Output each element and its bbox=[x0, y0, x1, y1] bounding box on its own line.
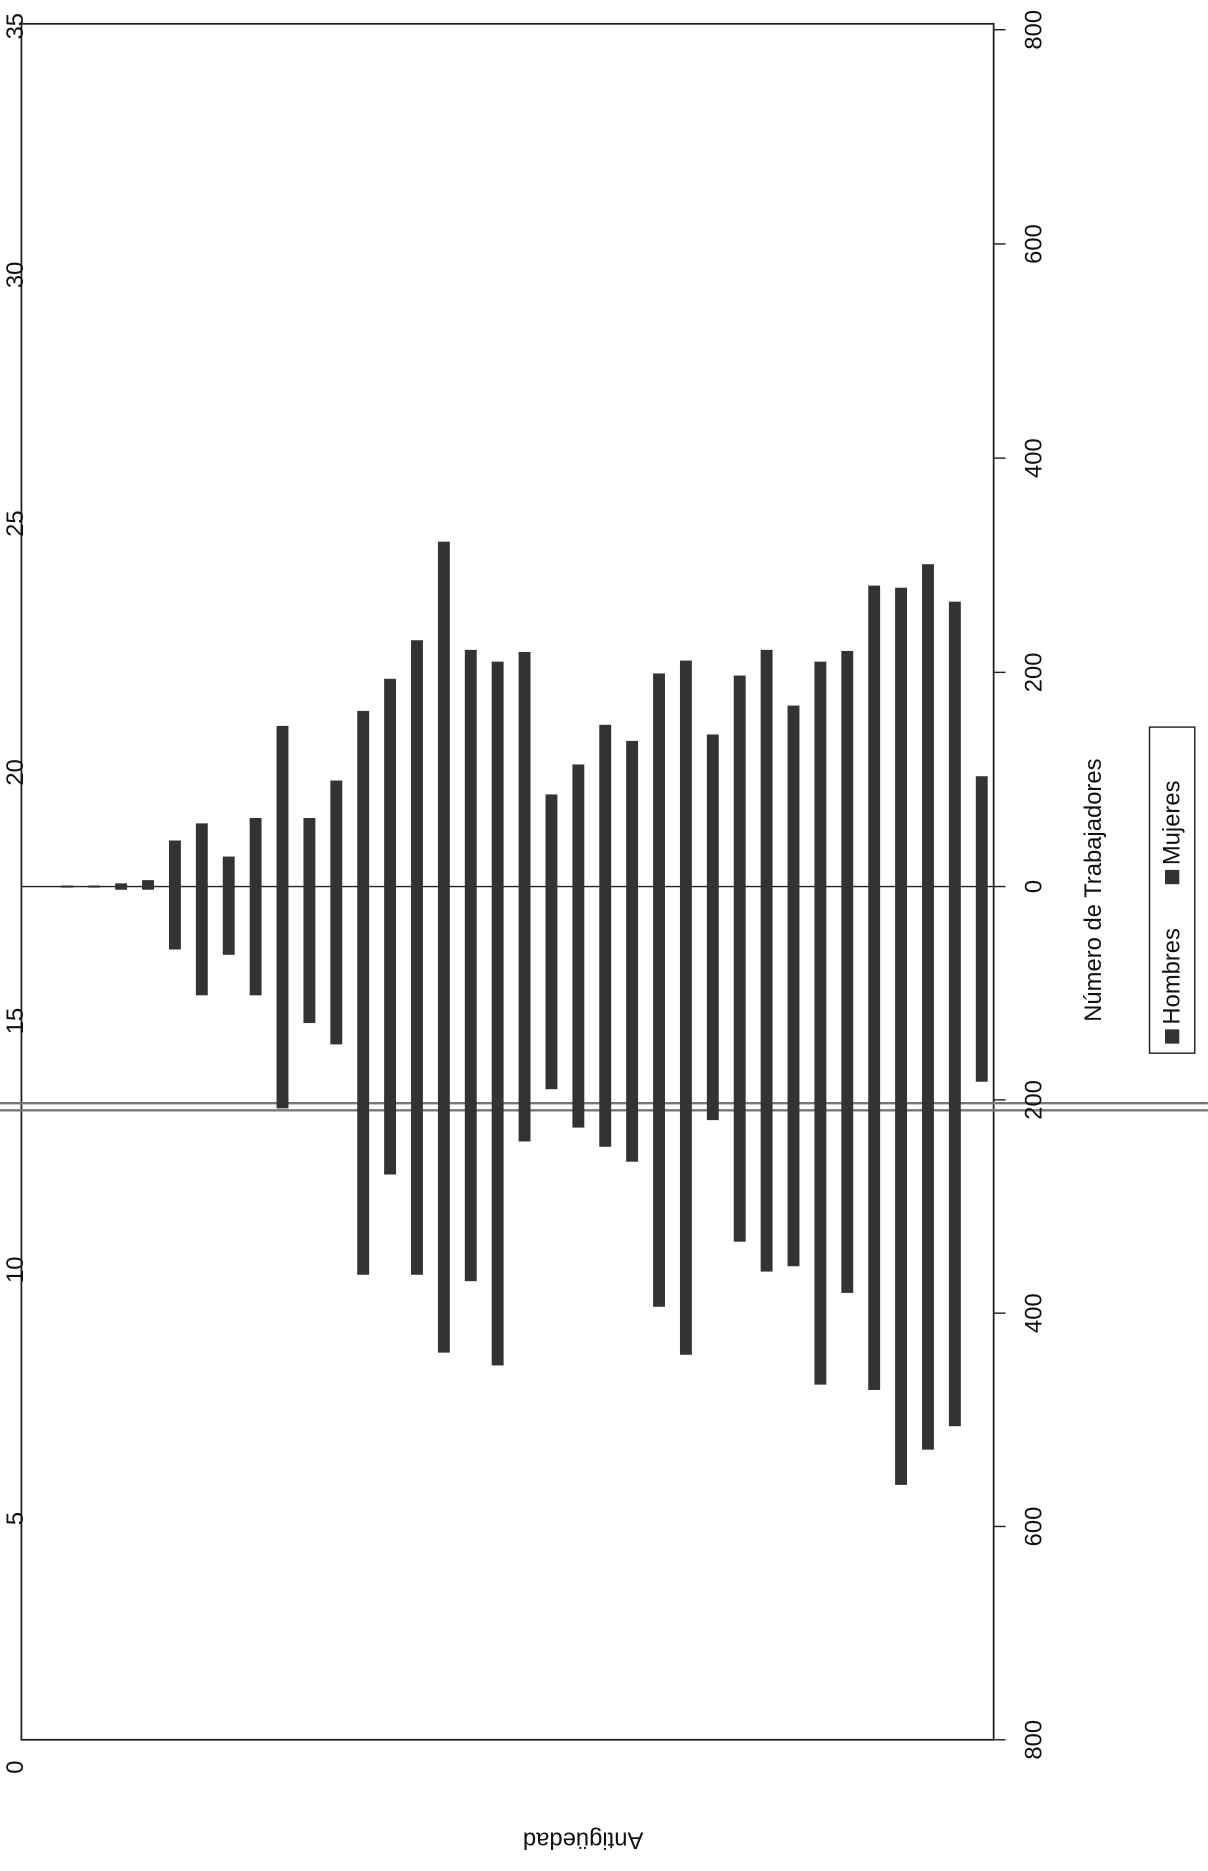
y2-tick-label: 200 bbox=[1021, 1080, 1048, 1120]
legend-box bbox=[1148, 726, 1196, 1054]
bar bbox=[868, 585, 881, 887]
bar bbox=[841, 650, 854, 887]
bar bbox=[249, 886, 262, 996]
bar bbox=[679, 886, 692, 1355]
bar bbox=[518, 886, 531, 1142]
bar bbox=[653, 886, 665, 1307]
bar bbox=[841, 886, 854, 1293]
y-tick-label: 600 bbox=[1021, 224, 1048, 264]
bar bbox=[975, 776, 988, 887]
bar bbox=[142, 880, 154, 887]
bar bbox=[491, 886, 504, 1366]
bar bbox=[168, 886, 181, 950]
bar bbox=[303, 886, 316, 1024]
bar bbox=[653, 673, 665, 887]
plot-frame bbox=[20, 22, 995, 1741]
x-tick-label: 10 bbox=[2, 1256, 29, 1282]
bar bbox=[868, 886, 881, 1390]
bar bbox=[626, 740, 639, 887]
bar bbox=[787, 886, 800, 1267]
bar bbox=[760, 886, 773, 1272]
x-tick-label: 25 bbox=[2, 510, 29, 536]
bar bbox=[922, 564, 934, 887]
x-tick-label: 35 bbox=[2, 13, 29, 39]
bar bbox=[464, 886, 477, 1282]
x-axis-title: Antigüedad bbox=[523, 1826, 643, 1853]
x-tick-label: 5 bbox=[2, 1512, 29, 1525]
bar bbox=[706, 886, 719, 1121]
y-tick-label: 800 bbox=[1021, 10, 1048, 50]
bar bbox=[195, 823, 208, 887]
legend-swatch bbox=[1165, 869, 1180, 885]
bar bbox=[437, 886, 450, 1353]
bar bbox=[411, 886, 423, 1275]
bar bbox=[518, 652, 531, 887]
bar bbox=[437, 541, 450, 887]
bar bbox=[895, 587, 908, 887]
bar bbox=[115, 883, 128, 887]
bar bbox=[88, 885, 101, 887]
bar bbox=[760, 649, 773, 887]
bar bbox=[61, 885, 74, 887]
bar bbox=[679, 660, 692, 887]
bar bbox=[249, 818, 262, 887]
y-axis-title: Número de Trabajadores bbox=[1080, 758, 1107, 1021]
bar bbox=[733, 886, 746, 1242]
bar bbox=[626, 886, 639, 1162]
bar bbox=[357, 886, 370, 1275]
bar bbox=[922, 886, 934, 1450]
bar bbox=[975, 886, 988, 1082]
chart-body: Número de Trabajadores Antigüedad Hombre… bbox=[0, 10, 1208, 1853]
bar bbox=[195, 886, 208, 996]
legend: Hombres Mujeres bbox=[1148, 726, 1196, 1054]
bar bbox=[545, 794, 558, 887]
bar bbox=[545, 886, 558, 1090]
bar bbox=[787, 705, 800, 887]
bar bbox=[948, 886, 961, 1427]
legend-label: Hombres bbox=[1159, 928, 1186, 1025]
bar bbox=[733, 675, 746, 887]
y2-tick-label: 600 bbox=[1021, 1507, 1048, 1547]
x-tick-label: 20 bbox=[2, 759, 29, 785]
y2-tick-label: 800 bbox=[1021, 1720, 1048, 1760]
bar bbox=[330, 886, 343, 1045]
legend-swatch bbox=[1165, 1029, 1180, 1044]
y-tick-label: 200 bbox=[1021, 652, 1048, 692]
bar bbox=[222, 886, 235, 955]
bar bbox=[115, 886, 128, 890]
bar bbox=[814, 661, 827, 887]
bar bbox=[491, 661, 504, 887]
bar bbox=[222, 856, 235, 887]
bar bbox=[895, 886, 908, 1485]
bar bbox=[572, 886, 585, 1128]
bar bbox=[706, 734, 719, 887]
y2-tick-label: 400 bbox=[1021, 1293, 1048, 1333]
bar bbox=[572, 764, 585, 887]
bar bbox=[384, 678, 397, 887]
bar bbox=[142, 886, 154, 890]
bar bbox=[357, 710, 370, 887]
x-tick-label: 30 bbox=[2, 262, 29, 288]
bar bbox=[88, 886, 101, 888]
bar bbox=[599, 724, 612, 887]
bar bbox=[948, 601, 961, 887]
bar bbox=[814, 886, 827, 1385]
bar bbox=[330, 780, 343, 887]
bar bbox=[168, 840, 181, 887]
x-tick-label: 15 bbox=[2, 1008, 29, 1034]
bar bbox=[61, 886, 74, 888]
bar bbox=[599, 886, 612, 1147]
legend-label: Mujeres bbox=[1159, 780, 1186, 865]
bar bbox=[276, 725, 289, 887]
bar bbox=[303, 818, 316, 887]
bar bbox=[464, 649, 477, 887]
bar bbox=[276, 886, 289, 1109]
bar bbox=[384, 886, 397, 1175]
x-tick-label: 0 bbox=[2, 1761, 29, 1774]
bar bbox=[411, 640, 423, 887]
y-tick-label: 0 bbox=[1021, 880, 1048, 893]
y-tick-label: 400 bbox=[1021, 438, 1048, 478]
